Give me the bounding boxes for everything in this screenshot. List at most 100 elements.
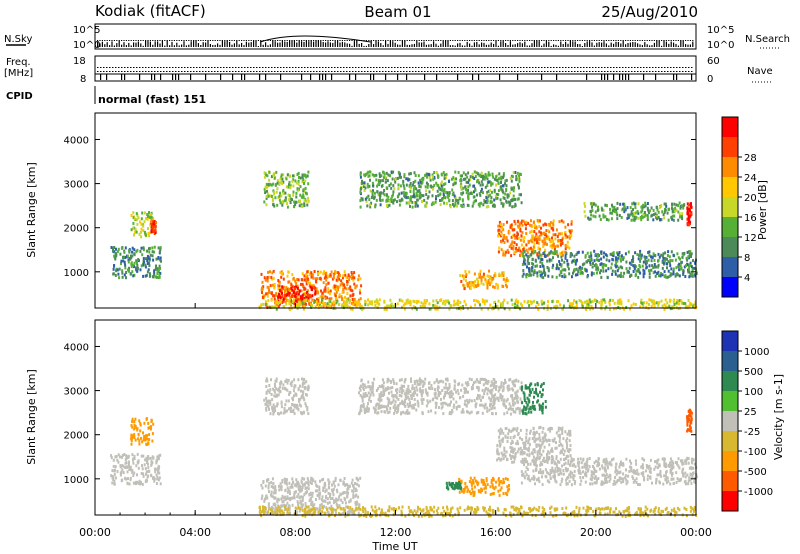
power-cell	[463, 299, 466, 303]
power-cell	[298, 176, 300, 179]
power-cell	[611, 205, 614, 209]
power-cell	[675, 208, 678, 212]
power-cell	[440, 186, 443, 190]
nsearch-dot	[454, 40, 456, 41]
velocity-cell	[324, 500, 327, 503]
power-cell	[402, 181, 405, 185]
velocity-cell	[274, 503, 277, 507]
power-cell	[434, 200, 437, 204]
power-cell	[474, 280, 477, 283]
power-cell	[651, 213, 654, 217]
power-cell	[630, 218, 633, 222]
power-cell	[445, 299, 448, 303]
power-cell	[396, 302, 399, 306]
nsearch-dot	[399, 40, 401, 41]
power-cell	[555, 228, 558, 232]
nave-dot	[331, 71, 333, 72]
power-cell	[281, 203, 284, 207]
nsky-bar	[675, 43, 677, 47]
power-cell	[660, 204, 663, 207]
power-cell	[578, 299, 581, 302]
freq-dot	[658, 67, 660, 68]
nsearch-dot	[440, 40, 442, 41]
power-cell	[570, 222, 573, 226]
power-cell	[609, 207, 611, 211]
power-cell	[511, 226, 513, 230]
nsearch-dot	[121, 40, 123, 41]
nsky-bar	[389, 40, 391, 47]
power-cell	[354, 303, 357, 307]
nave-dot	[97, 71, 99, 72]
velocity-cell	[145, 456, 148, 460]
power-cell	[643, 205, 646, 209]
nsky-bar	[574, 41, 576, 47]
power-cell	[483, 200, 486, 204]
nave-dot	[481, 71, 483, 72]
power-cell	[134, 227, 137, 231]
nave-dot	[391, 71, 393, 72]
power-cell	[143, 211, 146, 215]
nave-dot	[154, 71, 156, 72]
velocity-cell	[146, 437, 149, 441]
power-cell	[132, 221, 135, 225]
freq-dot	[229, 67, 231, 68]
power-cell	[512, 247, 515, 251]
power-cell	[374, 203, 377, 207]
nsearch-dot	[517, 40, 519, 41]
power-cell	[559, 243, 562, 247]
power-cell	[539, 260, 542, 264]
power-cell	[113, 254, 116, 258]
freq-dot	[502, 67, 504, 68]
power-cell	[654, 265, 657, 269]
velocity-cell	[272, 511, 274, 515]
nsky-bar	[118, 40, 120, 47]
velocity-cell	[287, 399, 290, 403]
velocity-cell	[335, 502, 338, 506]
power-cell	[498, 172, 501, 176]
power-cell	[128, 249, 130, 253]
nsky-bar	[334, 41, 336, 47]
power-cell	[435, 171, 438, 175]
power-cell	[487, 194, 490, 198]
power-cell	[516, 197, 519, 201]
nave-dot	[121, 71, 123, 72]
power-cell	[500, 181, 502, 184]
nsky-bar	[440, 43, 442, 47]
power-cell	[303, 287, 306, 291]
power-cell	[276, 187, 279, 191]
nsky-bar	[557, 45, 559, 47]
power-cell	[301, 205, 304, 208]
nave-dot	[493, 71, 495, 72]
nsky-bar	[250, 42, 252, 47]
nsky-bar	[327, 41, 329, 47]
nsearch-dot	[409, 40, 411, 41]
power-cell	[304, 305, 306, 308]
nsky-bar	[229, 41, 231, 47]
freq-dot	[433, 67, 435, 68]
velocity-cell	[272, 412, 275, 416]
nsearch-dot	[591, 40, 593, 41]
nsearch-dot	[500, 40, 502, 41]
power-cell	[385, 204, 388, 207]
power-cell	[564, 243, 567, 247]
power-cell	[428, 307, 431, 311]
power-cell	[668, 305, 671, 309]
freq-dot	[259, 67, 261, 68]
velocity-cell	[147, 455, 150, 458]
power-cell	[270, 275, 273, 279]
power-cell	[296, 303, 298, 307]
nsearch-dot	[219, 40, 221, 41]
power-cell	[491, 277, 494, 281]
power-cell	[531, 234, 534, 238]
velocity-cell	[355, 500, 358, 504]
power-cell	[297, 188, 300, 192]
freq-dot	[679, 67, 681, 68]
nave-dot	[544, 71, 546, 72]
freq-spike	[607, 74, 609, 80]
nave-dot	[172, 71, 174, 72]
power-cell	[491, 204, 494, 208]
power-cell	[419, 185, 422, 189]
freq-spike	[655, 74, 657, 80]
nsearch-dot	[490, 40, 492, 41]
nsky-bar	[485, 44, 487, 47]
